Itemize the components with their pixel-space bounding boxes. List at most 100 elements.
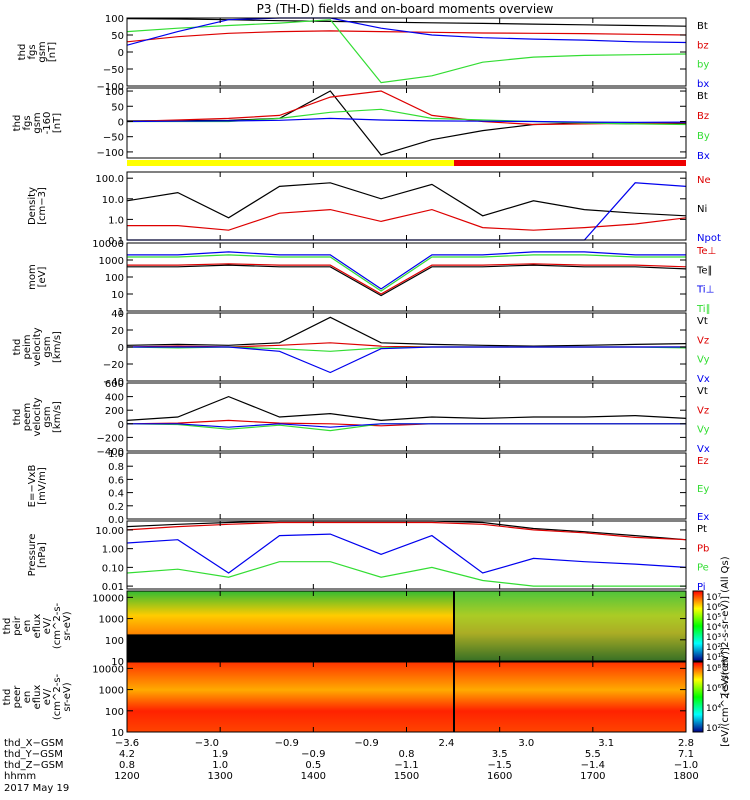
legend-label-Te∥: Te∥ xyxy=(696,265,713,276)
y-axis-label: thd xyxy=(12,339,23,356)
panel-density: Ne Ni Npot 100.0 10.0 1.0 0.1 Density [cm−3] xyxy=(27,171,721,247)
legend-label-Pb: Pb xyxy=(697,543,709,554)
series-line-Ne xyxy=(127,208,687,231)
legend-label-Vy: Vy xyxy=(697,425,710,436)
panel-pressure: Pt Pb Pe Pi 10.00 1.00 0.10 0.01 Pressure [nPa] xyxy=(27,520,709,593)
x-axis-value: −3.6 xyxy=(115,738,139,749)
x-axis-value: −1.4 xyxy=(581,760,605,771)
colorbar-tick: 10⁸ xyxy=(706,664,721,674)
x-axis-value: −1.1 xyxy=(394,760,418,771)
legend-label-Bt: Bt xyxy=(697,21,708,32)
panel-peem-velocity: Vt Vz Vy Vx 600 400 200 0 −200 −400 thd peem velocit… xyxy=(12,379,710,458)
y-axis-label: Pressure xyxy=(27,534,38,577)
series-line-Vx xyxy=(127,423,686,428)
y-tick-label: 0.4 xyxy=(108,489,124,500)
y-axis-label: mom xyxy=(27,264,38,290)
legend-label-Te⊥: Te⊥ xyxy=(696,246,716,257)
y-tick-label: 0.1 xyxy=(108,236,124,247)
legend-label-Vx: Vx xyxy=(697,374,710,385)
y-tick-label: 0.01 xyxy=(102,582,124,593)
x-axis-value: 1500 xyxy=(394,771,419,782)
x-axis-value: 1.0 xyxy=(212,760,228,771)
series-line-Ni xyxy=(126,182,687,219)
y-tick-label: 100 xyxy=(105,273,124,284)
panel-efield: Ez Ey Ex 1.0 0.8 0.6 0.4 0.2 0.0 E=−VxB [mV/m] xyxy=(27,449,709,526)
y-tick-label: 50 xyxy=(111,31,124,42)
y-tick-label: 400 xyxy=(105,393,124,404)
y-tick-label: 1.00 xyxy=(102,545,124,556)
y-tick-label: 10 xyxy=(111,728,124,739)
panel-frame xyxy=(126,171,687,241)
series-line-Bz xyxy=(126,90,687,126)
y-axis-label: peem xyxy=(22,403,33,431)
y-axis-label: gsm xyxy=(32,112,43,133)
legend-label-by: by xyxy=(697,60,709,71)
y-tick-label: 10000 xyxy=(92,239,124,250)
legend-label-Pe: Pe xyxy=(697,563,709,574)
legend-label-Bx: Bx xyxy=(697,151,710,162)
legend-label-Ex: Ex xyxy=(697,512,709,523)
colorbar-label: [eV/(cm^2-s-sr-eV)] (All Qs) xyxy=(720,556,731,695)
y-axis-label: thd xyxy=(12,115,23,132)
y-axis-label: en xyxy=(22,691,33,704)
y-axis-label: (cm^2-s- xyxy=(52,602,63,649)
panel-frame xyxy=(126,452,687,520)
panel-frame xyxy=(126,520,687,590)
legend-label-Ez: Ez xyxy=(697,456,709,467)
legend-label-bx: bx xyxy=(697,79,709,90)
y-axis-label: eV/ xyxy=(42,688,53,705)
colorbar-tick: 10³ xyxy=(706,633,721,643)
x-axis-value: 2.4 xyxy=(438,738,454,749)
y-axis-label: thd xyxy=(2,689,13,706)
y-axis-label: [km/s] xyxy=(52,331,63,363)
legend-label-Npot: Npot xyxy=(697,233,721,244)
y-tick-label: 0.10 xyxy=(102,563,124,574)
colorbar-tick: 10⁴ xyxy=(706,704,721,714)
y-tick-label: −50 xyxy=(103,65,124,76)
x-axis-value: −0.9 xyxy=(275,738,299,749)
y-tick-label: 1.0 xyxy=(108,215,124,226)
y-tick-label: 20 xyxy=(111,326,124,337)
x-axis-value: 1200 xyxy=(114,771,139,782)
x-axis-value: 1600 xyxy=(487,771,512,782)
legend-label-Vt: Vt xyxy=(697,316,708,327)
legend-label-Ne: Ne xyxy=(697,175,711,186)
mode-bar-yellow xyxy=(127,160,454,166)
x-axis-value: 0.8 xyxy=(399,749,415,760)
series-line-Ti∥ xyxy=(127,254,686,292)
y-tick-label: 100 xyxy=(105,636,124,647)
colorbar xyxy=(692,590,704,662)
y-tick-label: 0 xyxy=(118,420,124,431)
series-line-Vt xyxy=(126,316,687,347)
x-axis-row-label: hhmm xyxy=(4,771,36,782)
series-line-Vt xyxy=(126,395,687,422)
panel-fgs-gsm-zoom: Bt Bz By Bx 100 50 0 −50 −100 thd fgs gsm -160 [nT] xyxy=(12,87,710,166)
y-tick-label: 100.0 xyxy=(95,174,124,185)
y-axis-label: eflux xyxy=(32,614,43,639)
y-tick-label: −400 xyxy=(97,447,124,458)
spectrogram-low-energy-region xyxy=(127,634,454,661)
y-axis-label: [nPa] xyxy=(37,542,48,568)
y-axis-label: [cm−3] xyxy=(37,187,48,225)
colorbar-label: [eV/(cm^2-s-sr-eV)] xyxy=(720,647,731,747)
x-axis-value: 3.5 xyxy=(492,749,508,760)
y-axis-label: [eV] xyxy=(37,267,48,288)
y-tick-label: 0.8 xyxy=(108,462,124,473)
y-tick-label: 50 xyxy=(111,102,124,113)
y-axis-label: -160 xyxy=(42,112,53,135)
panel-peir-spectrogram: 10⁷10⁶10⁵10⁴10³10²10¹[eV/(cm^2-s-sr-eV)]… xyxy=(2,556,731,695)
series-line-Pi xyxy=(126,533,687,574)
colorbar-tick: 10² xyxy=(706,724,721,734)
y-axis-label: fgs xyxy=(27,44,38,59)
y-tick-label: −40 xyxy=(103,377,124,388)
mode-bar-red xyxy=(454,160,686,166)
y-axis-label: [mV/m] xyxy=(37,467,48,505)
x-axis-row-label: thd_Y−GSM xyxy=(4,749,63,760)
x-axis-value: 1800 xyxy=(673,771,698,782)
legend-label-By: By xyxy=(697,131,710,142)
x-axis-labels: thd_X−GSM −3.6 −3.0 −0.9 −0.9 2.4 3.0 3.1 2.8thd… xyxy=(4,738,699,794)
y-tick-label: 1.0 xyxy=(108,449,124,460)
colorbar-tick: 10⁶ xyxy=(706,603,721,613)
legend-label-Ti⊥: Ti⊥ xyxy=(696,285,714,296)
